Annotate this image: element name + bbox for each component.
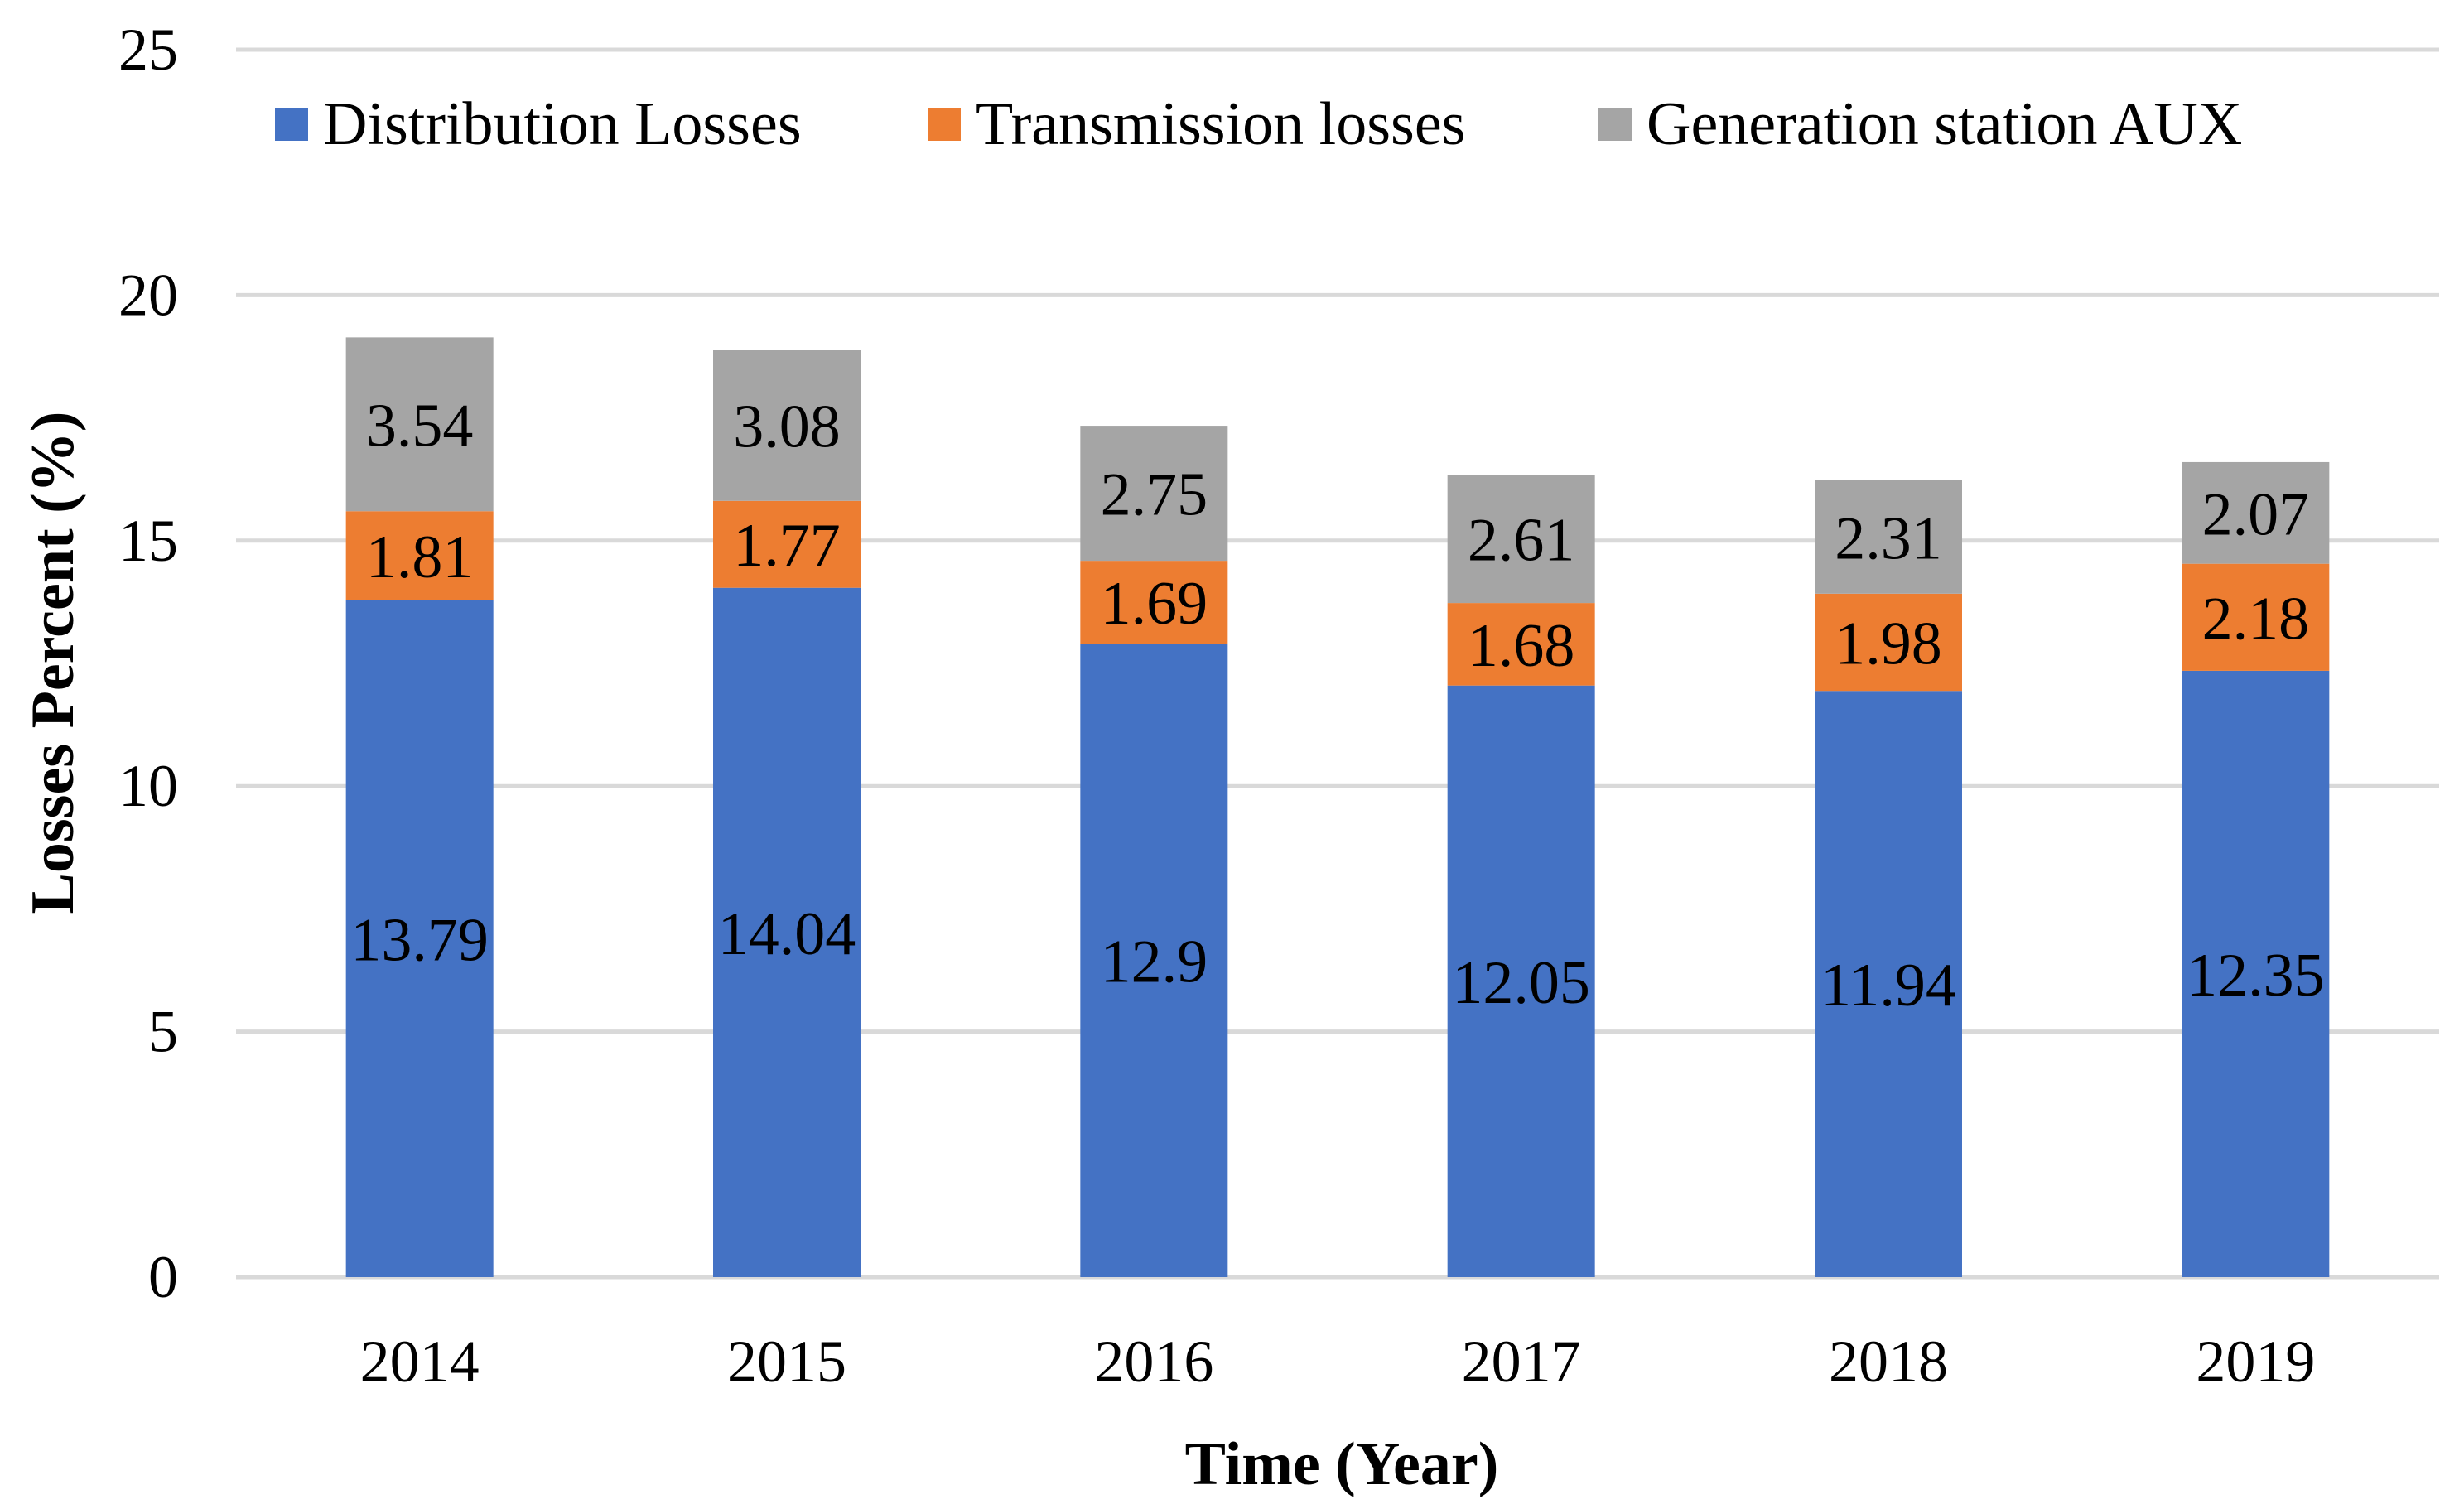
data-label: 13.79 (350, 906, 489, 974)
y-tick-label: 20 (118, 262, 178, 328)
data-label: 12.9 (1101, 928, 1208, 996)
bar-segment (713, 350, 861, 501)
bar-segment (1815, 593, 1962, 692)
data-label: 1.81 (366, 523, 474, 591)
data-label: 14.04 (718, 900, 856, 968)
bar-segment (1815, 691, 1962, 1277)
x-axis-ticks: 2014 2015 2016 2017 2018 2019 (360, 1328, 2316, 1395)
legend-swatch (1598, 108, 1632, 141)
y-tick-label: 10 (118, 753, 178, 819)
bar-segment (345, 600, 494, 1277)
legend: Distribution Losses Transmission losses Ge… (275, 90, 2242, 158)
x-tick-label: 2015 (727, 1328, 846, 1395)
data-label: 2.31 (1835, 504, 1942, 572)
bar-segment (345, 511, 494, 600)
bar-segment (1447, 603, 1595, 686)
x-tick-label: 2018 (1829, 1328, 1948, 1395)
data-label: 3.54 (366, 392, 474, 460)
bars: 13.79 1.81 3.54 14.04 1.77 3.08 12.9 1.69 2.75 12… (345, 337, 2330, 1277)
y-tick-label: 25 (118, 17, 178, 83)
legend-swatch (275, 108, 308, 141)
data-label: 3.08 (733, 393, 841, 460)
data-label: 2.75 (1101, 461, 1208, 529)
y-axis-title: Losses Percent (%) (19, 412, 87, 914)
legend-label: Transmission losses (976, 90, 1465, 158)
data-label: 11.94 (1820, 952, 1956, 1020)
data-label: 2.07 (2202, 480, 2310, 548)
bar-segment (345, 337, 494, 512)
x-tick-label: 2017 (1462, 1328, 1581, 1395)
bar-segment (2182, 670, 2330, 1277)
legend-item: Distribution Losses (275, 90, 802, 158)
legend-swatch (928, 108, 961, 141)
x-tick-label: 2019 (2196, 1328, 2315, 1395)
data-label: 1.68 (1468, 612, 1575, 680)
data-label: 12.35 (2187, 942, 2325, 1010)
legend-item: Generation station AUX (1598, 90, 2242, 158)
bar-segment (1815, 480, 1962, 594)
y-axis-ticks: 0 5 10 15 20 25 (118, 17, 178, 1310)
data-label: 2.18 (2202, 585, 2310, 653)
x-axis-title: Time (Year) (1185, 1430, 1499, 1498)
legend-label: Distribution Losses (323, 90, 802, 158)
bar-segment (713, 587, 861, 1277)
bar-segment (2182, 461, 2330, 564)
data-label: 2.61 (1468, 507, 1575, 575)
data-label: 1.98 (1835, 610, 1942, 678)
data-label: 1.77 (733, 512, 841, 580)
legend-item: Transmission losses (928, 90, 1465, 158)
legend-label: Generation station AUX (1647, 90, 2242, 158)
y-tick-label: 15 (118, 508, 178, 574)
gridlines (236, 47, 2439, 1280)
bar-segment (2182, 563, 2330, 671)
y-tick-label: 5 (148, 999, 178, 1065)
bar-segment (1447, 475, 1595, 604)
x-tick-label: 2016 (1094, 1328, 1213, 1395)
bar-segment (1447, 685, 1595, 1277)
data-label: 12.05 (1452, 949, 1590, 1017)
bar-segment (1080, 561, 1228, 644)
bar-segment (1080, 644, 1228, 1277)
bar-segment (1080, 426, 1228, 562)
x-tick-label: 2014 (360, 1328, 480, 1395)
data-label: 1.69 (1101, 570, 1208, 638)
bar-segment (713, 500, 861, 588)
y-tick-label: 0 (148, 1244, 178, 1310)
